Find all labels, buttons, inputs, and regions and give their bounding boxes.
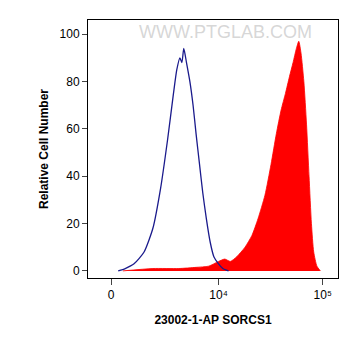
svg-text:0: 0 [73,264,80,278]
svg-text:20: 20 [66,217,80,231]
svg-text:60: 60 [66,122,80,136]
svg-text:23002-1-AP SORCS1: 23002-1-AP SORCS1 [154,313,271,327]
svg-text:WWW.PTGLAB.COM: WWW.PTGLAB.COM [139,22,312,42]
svg-text:40: 40 [66,169,80,183]
svg-text:100: 100 [60,27,80,41]
svg-text:Relative Cell Number: Relative Cell Number [37,89,51,209]
svg-text:0: 0 [108,288,115,302]
svg-text:10⁵: 10⁵ [314,288,332,302]
svg-text:10⁴: 10⁴ [209,288,228,302]
svg-text:80: 80 [66,75,80,89]
